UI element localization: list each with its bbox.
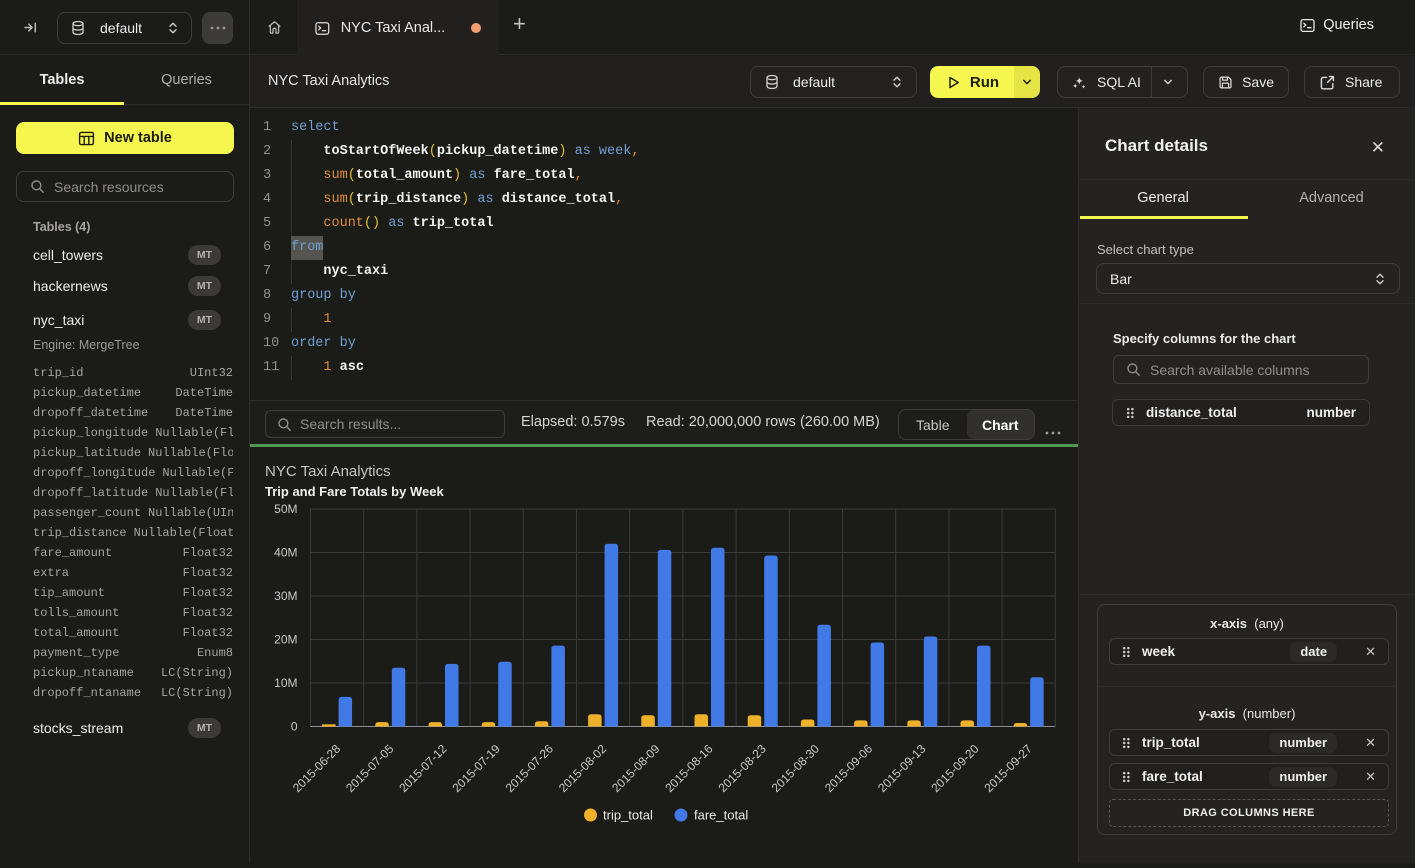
svg-text:10M: 10M (274, 676, 297, 690)
svg-text:2015-06-28: 2015-06-28 (290, 741, 344, 795)
svg-text:2015-08-30: 2015-08-30 (769, 741, 823, 795)
svg-text:Trip and Fare Totals by Week: Trip and Fare Totals by Week (265, 484, 444, 499)
svg-text:20M: 20M (274, 633, 297, 647)
svg-text:2015-07-12: 2015-07-12 (396, 741, 450, 795)
svg-text:50M: 50M (274, 502, 297, 516)
svg-text:2015-09-13: 2015-09-13 (875, 741, 929, 795)
svg-text:2015-07-19: 2015-07-19 (450, 741, 504, 795)
svg-text:trip_total: trip_total (603, 808, 653, 823)
svg-text:30M: 30M (274, 589, 297, 603)
svg-text:2015-08-09: 2015-08-09 (609, 741, 663, 795)
svg-text:0: 0 (291, 720, 298, 734)
svg-text:NYC Taxi Analytics: NYC Taxi Analytics (265, 463, 391, 480)
svg-text:2015-08-23: 2015-08-23 (716, 741, 770, 795)
svg-text:2015-07-26: 2015-07-26 (503, 741, 557, 795)
svg-text:2015-08-02: 2015-08-02 (556, 741, 610, 795)
svg-text:2015-08-16: 2015-08-16 (662, 741, 716, 795)
svg-text:2015-09-27: 2015-09-27 (982, 741, 1036, 795)
svg-text:40M: 40M (274, 546, 297, 560)
svg-text:2015-09-06: 2015-09-06 (822, 741, 876, 795)
svg-text:2015-09-20: 2015-09-20 (928, 741, 982, 795)
svg-text:2015-07-05: 2015-07-05 (343, 741, 397, 795)
svg-text:fare_total: fare_total (694, 808, 748, 823)
